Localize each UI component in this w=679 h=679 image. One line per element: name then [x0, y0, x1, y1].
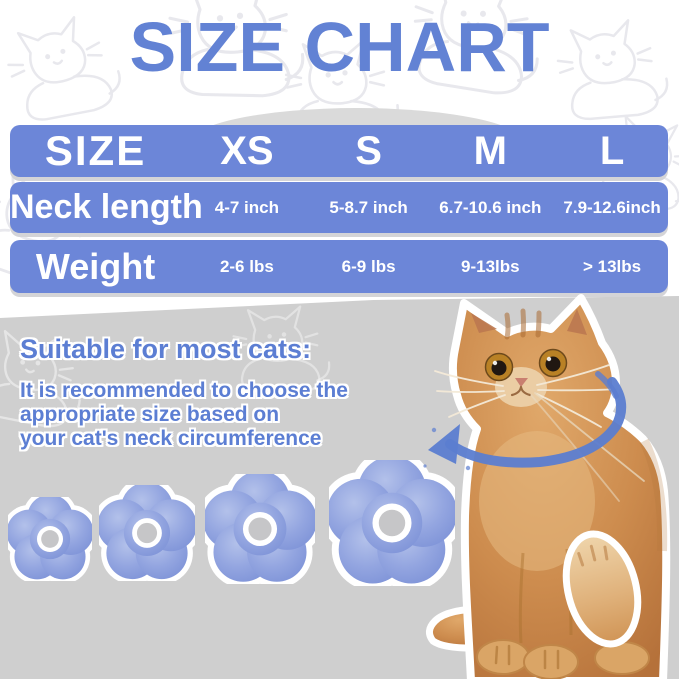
size-table-header-row: SIZE XS S M L: [10, 125, 668, 177]
info-line-2: appropriate size based on: [20, 403, 280, 426]
neck-measure-arrow-icon: [423, 371, 627, 471]
neck-length-value-s: 5-8.7 inch: [329, 197, 408, 217]
weight-value-xs: 2-6 lbs: [219, 256, 274, 276]
flower-collar-xs: [8, 497, 92, 581]
weight-value-l: > 13lbs: [582, 256, 642, 276]
page-title: SIZE CHART: [129, 8, 550, 86]
weight-label: Weight: [35, 245, 156, 287]
weight-row: Weight 2-6 lbs 6-9 lbs 9-13lbs > 13lbs: [10, 240, 668, 293]
info-heading: Suitable for most cats:: [20, 334, 312, 364]
cat-eyes: [484, 348, 568, 382]
info-body: It is recommended to choose the appropri…: [20, 379, 348, 451]
info-block: Suitable for most cats: It is recommende…: [20, 334, 348, 451]
flower-collar-s: [99, 485, 195, 581]
cat-raised-paw: [562, 530, 642, 648]
info-line-1: It is recommended to choose the: [20, 379, 348, 402]
size-option-m: M: [473, 128, 507, 173]
weight-value-m: 9-13lbs: [461, 256, 520, 276]
neck-length-row: Neck length 4-7 inch 5-8.7 inch 6.7-10.6…: [10, 182, 668, 233]
neck-length-value-xs: 4-7 inch: [214, 197, 279, 217]
size-option-l: L: [599, 128, 625, 173]
neck-length-label: Neck length: [10, 188, 203, 226]
weight-value-s: 6-9 lbs: [341, 256, 396, 276]
size-option-s: S: [355, 128, 382, 173]
size-option-xs: XS: [220, 128, 274, 173]
size-header-label: SIZE: [44, 127, 147, 174]
neck-length-value-m: 6.7-10.6 inch: [439, 197, 542, 217]
neck-length-value-l: 7.9-12.6inch: [563, 197, 661, 217]
cat-paws: [476, 639, 650, 679]
cat-photo: [426, 294, 671, 679]
flower-collar-m: [205, 474, 315, 584]
info-line-3: your cat's neck circumference: [20, 427, 322, 450]
